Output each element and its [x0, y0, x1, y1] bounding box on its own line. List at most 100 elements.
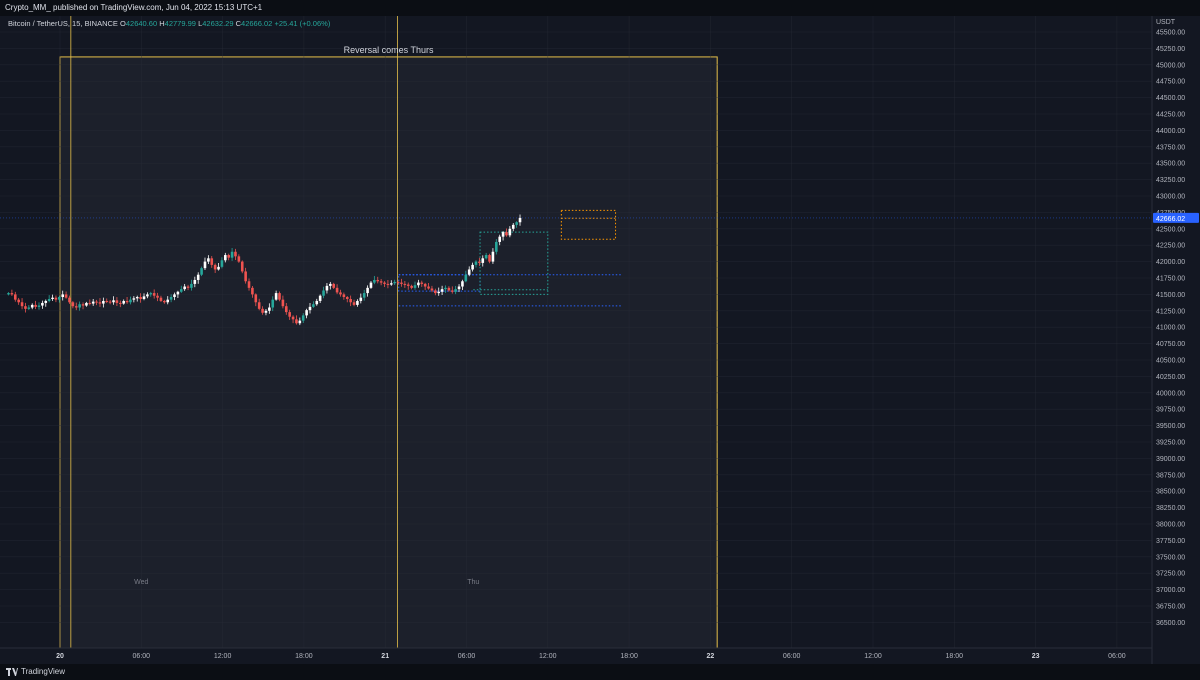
candle-body	[495, 241, 498, 252]
candle	[179, 285, 183, 293]
candle-body	[98, 302, 102, 304]
price-tick-label: 44250.00	[1156, 112, 1185, 119]
price-tick-label: 38250.00	[1156, 505, 1185, 512]
footer-bar: TradingView	[0, 664, 1200, 680]
candle-body	[312, 304, 315, 307]
candle-body	[308, 306, 312, 311]
price-tick-label: 40500.00	[1156, 358, 1185, 365]
candle-body	[315, 300, 319, 305]
price-tick-label: 37250.00	[1156, 571, 1185, 578]
candle	[501, 230, 505, 241]
candle	[10, 289, 14, 296]
publish-line: Crypto_MM_ published on TradingView.com,…	[5, 3, 263, 12]
candle-body	[268, 307, 271, 311]
candle	[34, 300, 37, 310]
candle	[64, 291, 68, 299]
candle-body	[149, 293, 153, 295]
candle	[159, 295, 163, 302]
candle-body	[41, 302, 44, 306]
candle-body	[437, 291, 441, 294]
candle	[291, 315, 295, 324]
candle-body	[71, 302, 75, 307]
price-tick-label: 42250.00	[1156, 243, 1185, 250]
candle	[95, 299, 98, 306]
symbol-legend: Bitcoin / TetherUS, 15, BINANCE O42640.6…	[8, 19, 330, 29]
candle	[122, 299, 125, 305]
candle-body	[81, 304, 85, 306]
price-tick-label: 44000.00	[1156, 128, 1185, 135]
price-tick-label: 41750.00	[1156, 276, 1185, 283]
candle	[173, 292, 176, 301]
candle-body	[230, 251, 234, 258]
candle-body	[125, 300, 129, 303]
time-tick-label: 06:00	[783, 653, 801, 660]
candle-body	[37, 305, 41, 307]
candle-body	[491, 251, 495, 262]
candle-body	[146, 294, 149, 297]
candle	[41, 300, 44, 309]
candle	[156, 292, 159, 302]
candle-body	[166, 299, 170, 303]
candle-body	[508, 228, 512, 236]
candle-body	[112, 300, 115, 303]
candle-body	[467, 269, 471, 275]
candle	[118, 300, 122, 308]
price-tick-label: 43250.00	[1156, 177, 1185, 184]
candle	[389, 280, 393, 286]
candle	[427, 283, 430, 290]
high-label: H	[159, 19, 165, 28]
candle-body	[261, 308, 264, 313]
candle-body	[396, 281, 400, 283]
candle-body	[244, 271, 247, 282]
candle	[342, 292, 346, 300]
candle	[352, 299, 356, 307]
candle-body	[454, 289, 457, 292]
candle-body	[183, 286, 186, 290]
time-tick-label: 21	[381, 653, 389, 660]
candle-body	[447, 287, 451, 291]
price-chart[interactable]: Reversal comes Thurs Wed Thu USDT 45500.00 4…	[0, 16, 1200, 664]
candle	[247, 278, 251, 291]
candle-body	[139, 297, 142, 299]
candle-body	[64, 294, 68, 298]
candle-body	[217, 266, 220, 270]
candle-body	[85, 302, 88, 306]
candle-body	[247, 281, 251, 288]
candle-body	[444, 287, 447, 290]
candle-body	[190, 283, 193, 288]
candle	[403, 281, 407, 288]
candle-body	[220, 260, 224, 267]
candle	[318, 294, 322, 303]
candle	[349, 295, 352, 307]
candle-body	[332, 283, 336, 288]
candle	[308, 303, 312, 314]
candle	[423, 282, 427, 291]
candle	[484, 252, 488, 260]
candle	[393, 279, 396, 286]
candle	[186, 284, 190, 291]
price-tick-label: 39750.00	[1156, 407, 1185, 414]
candle-body	[213, 264, 217, 270]
price-tick-label: 37750.00	[1156, 538, 1185, 545]
price-tick-label: 38500.00	[1156, 489, 1185, 496]
candle	[366, 285, 369, 297]
candle	[339, 289, 342, 297]
candle-body	[288, 312, 291, 317]
candle	[450, 286, 454, 294]
candle	[163, 299, 166, 304]
price-tick-label: 36750.00	[1156, 604, 1185, 611]
chart-area[interactable]: Reversal comes Thurs Wed Thu USDT 45500.00 4…	[0, 16, 1200, 664]
candle-body	[129, 299, 132, 303]
candle-body	[240, 261, 244, 272]
candle	[447, 286, 451, 292]
price-tick-label: 36500.00	[1156, 620, 1185, 627]
candle	[362, 289, 366, 301]
candle	[47, 295, 51, 303]
candle	[234, 248, 237, 261]
candle-body	[461, 281, 464, 287]
candle	[152, 289, 156, 299]
candle	[139, 293, 142, 303]
candle	[505, 228, 508, 237]
candle-body	[373, 279, 376, 283]
candle	[91, 298, 95, 306]
